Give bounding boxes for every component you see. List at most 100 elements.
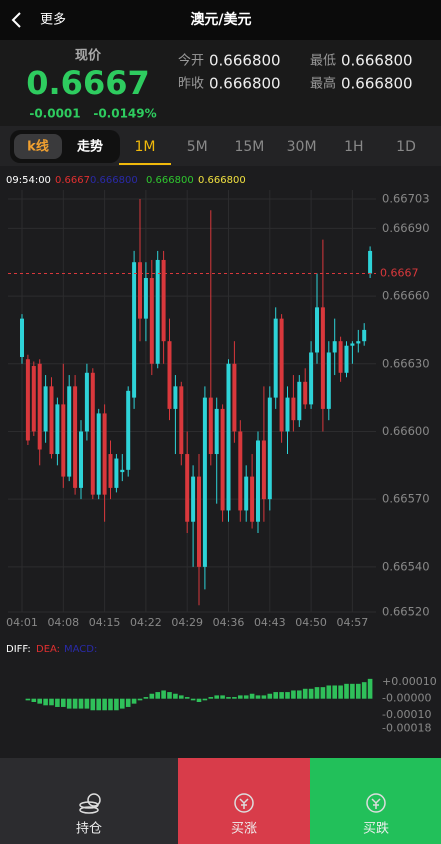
candle-body <box>49 386 54 455</box>
candle-body <box>185 454 190 522</box>
nav-label[interactable]: 持仓 <box>76 822 102 837</box>
candle-body <box>291 397 296 421</box>
x-tick-label: 04:36 <box>213 616 245 629</box>
macd-bar <box>25 698 31 701</box>
candle-body <box>350 343 355 346</box>
macd-bar <box>297 690 302 699</box>
macd-tick-label: +0.00010 <box>382 675 437 688</box>
macd-bar <box>90 698 96 711</box>
interval-tab[interactable]: 15M <box>234 139 264 155</box>
candle-body <box>279 318 284 432</box>
macd-bar <box>66 698 72 709</box>
macd-bar <box>155 692 160 699</box>
candle-body <box>232 363 237 432</box>
interval-tab[interactable]: 1D <box>396 139 416 155</box>
x-tick-label: 04:29 <box>171 616 203 629</box>
interval-tab[interactable]: 1H <box>344 139 363 155</box>
macd-bar <box>78 698 84 709</box>
macd-legend: DEA: <box>36 644 60 655</box>
stat-label: 昨收 <box>178 77 204 92</box>
candle-body <box>73 386 78 488</box>
macd-bar <box>302 688 308 699</box>
candle-body <box>143 278 148 319</box>
macd-bar <box>291 690 296 699</box>
stat-value: 0.666800 <box>341 52 413 70</box>
macd-bar <box>161 690 166 699</box>
mode-tab[interactable]: 走势 <box>77 139 103 155</box>
nav-label[interactable]: 买跌 <box>363 821 389 837</box>
macd-bar <box>344 683 349 699</box>
change: -0.0001 <box>29 107 80 121</box>
candle-body <box>84 372 89 432</box>
macd-bar <box>238 695 243 699</box>
mode-tab[interactable]: k线 <box>27 139 49 155</box>
macd-bar <box>184 697 190 699</box>
macd-bar <box>356 683 361 699</box>
y-tick-label: 0.66540 <box>382 559 430 573</box>
macd-bar <box>208 697 214 699</box>
candle-body <box>356 341 361 344</box>
stat-label: 最高 <box>310 76 336 92</box>
macd-bar <box>350 683 355 699</box>
nav-buy-down[interactable] <box>310 758 441 844</box>
candle-body <box>256 440 260 522</box>
candle-body <box>61 404 66 477</box>
macd-bar <box>279 692 284 699</box>
macd-bar <box>314 687 320 699</box>
macd-bar <box>43 698 48 706</box>
macd-bar <box>72 698 78 709</box>
candle-body <box>126 390 131 470</box>
candle-body <box>344 345 349 373</box>
macd-bar <box>61 698 66 707</box>
macd-bar <box>367 678 373 699</box>
interval-tab[interactable]: 5M <box>187 139 208 155</box>
candle-body <box>244 476 249 511</box>
macd-legend: MACD: <box>64 644 97 655</box>
stat-label: 今开 <box>178 53 204 69</box>
macd-bar <box>261 695 267 699</box>
macd-bar <box>37 698 42 704</box>
x-tick-label: 04:15 <box>89 616 121 629</box>
candle-body <box>155 259 160 364</box>
candle-body <box>132 262 137 398</box>
candle-body <box>226 363 231 511</box>
legend-item: 09:54:00 <box>6 175 51 186</box>
interval-tab[interactable]: 1M <box>135 139 156 155</box>
candle-body <box>250 476 255 522</box>
macd-bar <box>120 698 125 709</box>
macd-bar <box>102 698 107 711</box>
quote-panel <box>0 40 441 126</box>
macd-bar <box>96 698 101 711</box>
legend-item: 0.666800 <box>198 175 246 186</box>
macd-bar <box>143 697 149 699</box>
macd-bar <box>332 685 337 699</box>
nav-buy-up[interactable] <box>178 758 310 844</box>
candle-body <box>315 307 319 353</box>
candle-body <box>167 341 172 409</box>
nav-label[interactable]: 买涨 <box>231 822 257 837</box>
candle-body <box>338 341 343 373</box>
candle-body <box>79 431 83 488</box>
page-title: 澳元/美元 <box>190 11 251 28</box>
nav-hold[interactable] <box>0 758 178 844</box>
y-tick-label: 0.66690 <box>382 221 430 235</box>
back-icon[interactable] <box>11 12 21 28</box>
stat-value: 0.666800 <box>209 75 281 93</box>
candle-body <box>114 458 119 488</box>
macd-bar <box>220 695 225 699</box>
macd-bar <box>243 695 249 699</box>
macd-bar <box>214 695 219 699</box>
back-label[interactable]: 更多 <box>40 12 66 28</box>
interval-tab[interactable]: 30M <box>287 139 317 155</box>
candle-body <box>214 408 219 455</box>
candle-body <box>273 318 278 398</box>
candle-body <box>96 413 101 495</box>
candle-body <box>161 259 166 342</box>
macd-bar <box>285 692 290 699</box>
macd-bar <box>255 695 261 699</box>
nav-icons <box>79 793 386 814</box>
macd-bar <box>173 693 178 699</box>
macd-bar <box>338 685 343 699</box>
